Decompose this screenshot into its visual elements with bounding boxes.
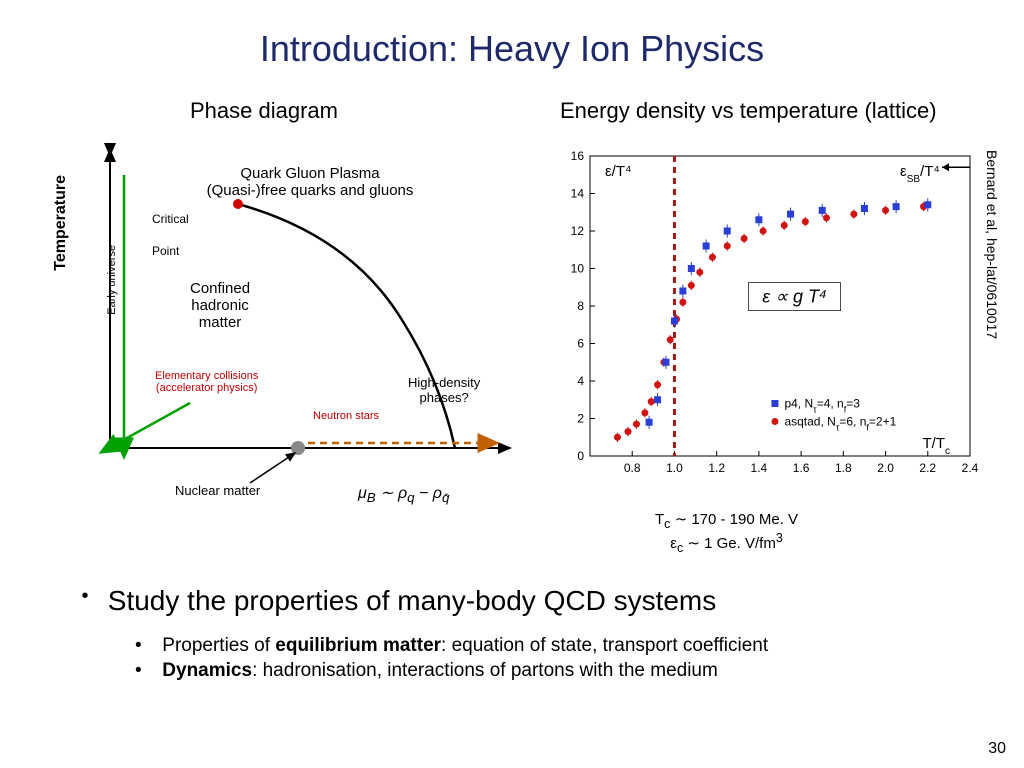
early-universe-text: Early universe — [106, 245, 118, 315]
svg-text:ε/T⁴: ε/T⁴ — [605, 163, 631, 180]
qgp-line2: (Quasi-)free quarks and gluons — [195, 182, 425, 199]
lattice-subtitle: Energy density vs temperature (lattice) — [560, 98, 937, 124]
svg-text:1.0: 1.0 — [666, 461, 683, 475]
slide-title: Introduction: Heavy Ion Physics — [0, 28, 1024, 70]
hd-l1: High-density — [408, 375, 480, 390]
tc-annotation: Tc ∼ 170 - 190 Me. V εc ∼ 1 Ge. V/fm3 — [655, 510, 798, 555]
phase-diagram-subtitle: Phase diagram — [190, 98, 338, 124]
sub-bullet-1: • Dynamics: hadronisation, interactions … — [135, 660, 718, 682]
sb1-bold: Dynamics — [162, 660, 252, 681]
elem-l1: Elementary collisions — [155, 370, 258, 382]
sub-bullet-0: • Properties of equilibrium matter: equa… — [135, 635, 768, 657]
svg-text:1.6: 1.6 — [793, 461, 810, 475]
svg-text:4: 4 — [577, 374, 584, 388]
phase-diagram-subtitle-text: Phase diagram — [190, 98, 338, 123]
elem-l2: (accelerator physics) — [155, 382, 258, 394]
svg-text:16: 16 — [571, 149, 585, 163]
title-text: Introduction: Heavy Ion Physics — [260, 28, 764, 69]
critical-line2: Point — [152, 244, 189, 258]
svg-text:asqtad, Nτ=6, nf=2+1: asqtad, Nτ=6, nf=2+1 — [784, 415, 896, 433]
qgp-label: Quark Gluon Plasma (Quasi-)free quarks a… — [195, 165, 425, 199]
neutron-stars-label: Neutron stars — [313, 410, 379, 422]
sb0-bold: equilibrium matter — [275, 635, 441, 656]
temperature-axis-label: Temperature — [52, 175, 70, 271]
svg-text:1.8: 1.8 — [835, 461, 852, 475]
lattice-subtitle-text: Energy density vs temperature (lattice) — [560, 98, 937, 123]
study-bullet-text: Study the properties of many-body QCD sy… — [108, 585, 716, 616]
baryon-density-formula: μB ∼ ρq − ρq̄ — [358, 483, 449, 505]
nuclear-text: Nuclear matter — [175, 483, 260, 498]
confined-l3: matter — [190, 314, 250, 331]
confined-l1: Confined — [190, 280, 250, 297]
sb1-suffix: : hadronisation, interactions of partons… — [252, 660, 718, 681]
critical-point-label: Critical Point — [152, 212, 189, 258]
svg-text:8: 8 — [577, 299, 584, 313]
svg-text:6: 6 — [577, 337, 584, 351]
svg-text:εSB/T⁴: εSB/T⁴ — [900, 163, 940, 185]
citation-label: Bernard et al, hep-lat/0610017 — [984, 150, 1000, 339]
early-universe-label: Early universe — [106, 245, 118, 315]
sb0-prefix: Properties of — [162, 635, 275, 656]
svg-text:ε ∝ g T⁴: ε ∝ g T⁴ — [762, 287, 827, 307]
elementary-collisions-label: Elementary collisions (accelerator physi… — [155, 370, 258, 394]
svg-text:0.8: 0.8 — [624, 461, 641, 475]
svg-text:2: 2 — [577, 412, 584, 426]
citation-text: Bernard et al, hep-lat/0610017 — [984, 150, 1000, 339]
svg-text:0: 0 — [577, 449, 584, 463]
svg-text:2.0: 2.0 — [877, 461, 894, 475]
svg-text:1.4: 1.4 — [751, 461, 768, 475]
lattice-chart: 0 2 4 6 8 10 12 14 16 0.8 1.0 1.2 1.4 1.6 1.8 2.0 2.2 2.4… — [548, 146, 978, 486]
confined-label: Confined hadronic matter — [190, 280, 250, 331]
sb0-suffix: : equation of state, transport coefficie… — [441, 635, 768, 656]
svg-text:2.2: 2.2 — [919, 461, 936, 475]
nuclear-matter-label: Nuclear matter — [175, 483, 260, 498]
tc-line2: εc ∼ 1 Ge. V/fm3 — [655, 531, 798, 555]
study-bullet: • Study the properties of many-body QCD … — [70, 585, 716, 617]
svg-text:14: 14 — [571, 187, 585, 201]
high-density-label: High-density phases? — [408, 375, 480, 405]
confined-l2: hadronic — [190, 297, 250, 314]
slide-number-text: 30 — [988, 740, 1006, 757]
svg-text:T/Tc: T/Tc — [923, 435, 951, 457]
slide-number: 30 — [988, 740, 1006, 758]
hd-l2: phases? — [408, 390, 480, 405]
svg-text:1.2: 1.2 — [708, 461, 725, 475]
neutron-text: Neutron stars — [313, 410, 379, 422]
tc-line1: Tc ∼ 170 - 190 Me. V — [655, 510, 798, 531]
temperature-axis-text: Temperature — [52, 175, 69, 271]
svg-text:2.4: 2.4 — [962, 461, 978, 475]
qgp-line1: Quark Gluon Plasma — [195, 165, 425, 182]
mu-b: μ — [358, 485, 367, 502]
critical-line1: Critical — [152, 212, 189, 226]
svg-text:p4, Nτ=4, nf=3: p4, Nτ=4, nf=3 — [784, 397, 860, 415]
svg-text:12: 12 — [571, 224, 585, 238]
svg-text:10: 10 — [571, 262, 585, 276]
